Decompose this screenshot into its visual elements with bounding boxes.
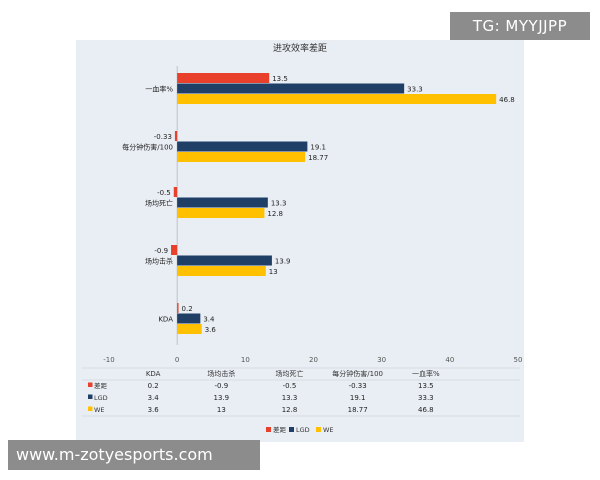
bar-label-3-series-1: -0.5 — [157, 189, 171, 197]
table-cell-3-1: 3.6 — [148, 406, 160, 414]
bar-1-series-3 — [177, 94, 497, 104]
x-tick-label-1: -10 — [103, 356, 114, 364]
table-cell-3-5: 46.8 — [418, 406, 434, 414]
table-header-1: KDA — [146, 370, 161, 378]
bar-label-2-series-1: -0.33 — [154, 133, 172, 141]
bar-3-series-1 — [173, 187, 178, 197]
data-table: KDA 场均击杀 场均死亡 每分钟伤害/100 一血率% 差距 0.2 -0.9 -0.5 -0.… — [82, 367, 520, 417]
category-label-2: 每分钟伤害/100 — [122, 142, 173, 151]
bar-1-series-2 — [177, 83, 405, 94]
x-tick-label-2: 0 — [175, 356, 179, 364]
table-cell-1-5: 13.5 — [418, 382, 434, 390]
table-cell-1-4: -0.33 — [349, 382, 367, 390]
legend-label-2: LGD — [296, 426, 310, 434]
x-tick-label-3: 10 — [241, 356, 250, 364]
table-cell-3-3: 12.8 — [282, 406, 298, 414]
legend-label-3: WE — [323, 426, 334, 434]
table-row-swatch-3 — [88, 406, 93, 411]
bar-label-5-series-3: 3.6 — [205, 326, 217, 334]
legend-swatch-3 — [316, 427, 321, 432]
bar-label-4-series-1: -0.9 — [154, 247, 168, 255]
table-cell-3-2: 13 — [217, 406, 226, 414]
bar-label-4-series-3: 13 — [269, 268, 278, 276]
bar-label-1-series-1: 13.5 — [272, 75, 288, 83]
chart-title: 进攻效率差距 — [273, 42, 327, 54]
bar-2-series-3 — [177, 152, 306, 162]
bar-label-3-series-3: 12.8 — [267, 210, 283, 218]
watermark-top: TG: MYYJJPP — [450, 12, 590, 40]
table-header-5: 一血率% — [412, 369, 440, 378]
bar-label-1-series-2: 33.3 — [407, 85, 423, 93]
category-label-5: KDA — [158, 315, 173, 323]
table-cell-2-4: 19.1 — [350, 394, 366, 402]
category-label-4: 场均击杀 — [145, 256, 173, 265]
bar-4-series-1 — [171, 245, 178, 255]
table-cell-2-2: 13.9 — [214, 394, 230, 402]
bar-5-series-2 — [177, 313, 201, 324]
bar-label-2-series-3: 18.77 — [308, 154, 328, 162]
bar-4-series-3 — [177, 266, 266, 276]
legend: 差距 LGD WE — [266, 425, 334, 434]
table-cell-2-3: 13.3 — [282, 394, 298, 402]
table-row-name-3: WE — [94, 406, 105, 414]
watermark-bottom: www.m-zotyesports.com — [8, 440, 260, 470]
bar-label-5-series-1: 0.2 — [182, 305, 193, 313]
legend-swatch-2 — [289, 427, 294, 432]
table-row-name-2: LGD — [94, 394, 108, 402]
x-tick-label-7: 50 — [514, 356, 523, 364]
legend-label-1: 差距 — [273, 425, 287, 434]
bar-label-3-series-2: 13.3 — [271, 199, 287, 207]
table-header-3: 场均死亡 — [276, 369, 304, 378]
bar-4-series-2 — [177, 255, 272, 266]
table-cell-1-2: -0.9 — [214, 382, 228, 390]
table-row-name-1: 差距 — [94, 381, 108, 390]
x-tick-label-4: 20 — [309, 356, 318, 364]
bar-3-series-3 — [177, 208, 265, 218]
bar-1-series-1 — [177, 73, 270, 83]
table-cell-2-5: 33.3 — [418, 394, 434, 402]
table-header-2: 场均击杀 — [207, 369, 235, 378]
table-cell-3-4: 18.77 — [348, 406, 368, 414]
bar-label-2-series-2: 19.1 — [310, 143, 326, 151]
legend-swatch-1 — [266, 427, 271, 432]
bar-2-series-1 — [174, 131, 178, 141]
table-cell-1-3: -0.5 — [283, 382, 297, 390]
x-tick-label-6: 40 — [445, 356, 454, 364]
chart-panel — [76, 40, 524, 442]
bar-label-1-series-3: 46.8 — [499, 96, 515, 104]
bar-2-series-2 — [177, 141, 308, 152]
category-label-3: 场均死亡 — [145, 198, 173, 207]
category-label-1: 一血率% — [145, 84, 173, 93]
bar-5-series-3 — [177, 324, 202, 334]
plot-area: 13.5 33.3 46.8 一血率% -0.33 19.1 18.77 每分钟伤害/100 -… — [103, 66, 522, 364]
table-cell-2-1: 3.4 — [148, 394, 160, 402]
bar-3-series-2 — [177, 197, 268, 208]
x-tick-label-5: 30 — [377, 356, 386, 364]
bar-5-series-1 — [177, 303, 179, 313]
table-cell-1-1: 0.2 — [148, 382, 159, 390]
table-row-swatch-2 — [88, 394, 93, 399]
bar-label-5-series-2: 3.4 — [203, 315, 215, 323]
bar-label-4-series-2: 13.9 — [275, 257, 291, 265]
table-row-swatch-1 — [88, 382, 93, 387]
table-header-4: 每分钟伤害/100 — [332, 369, 383, 378]
